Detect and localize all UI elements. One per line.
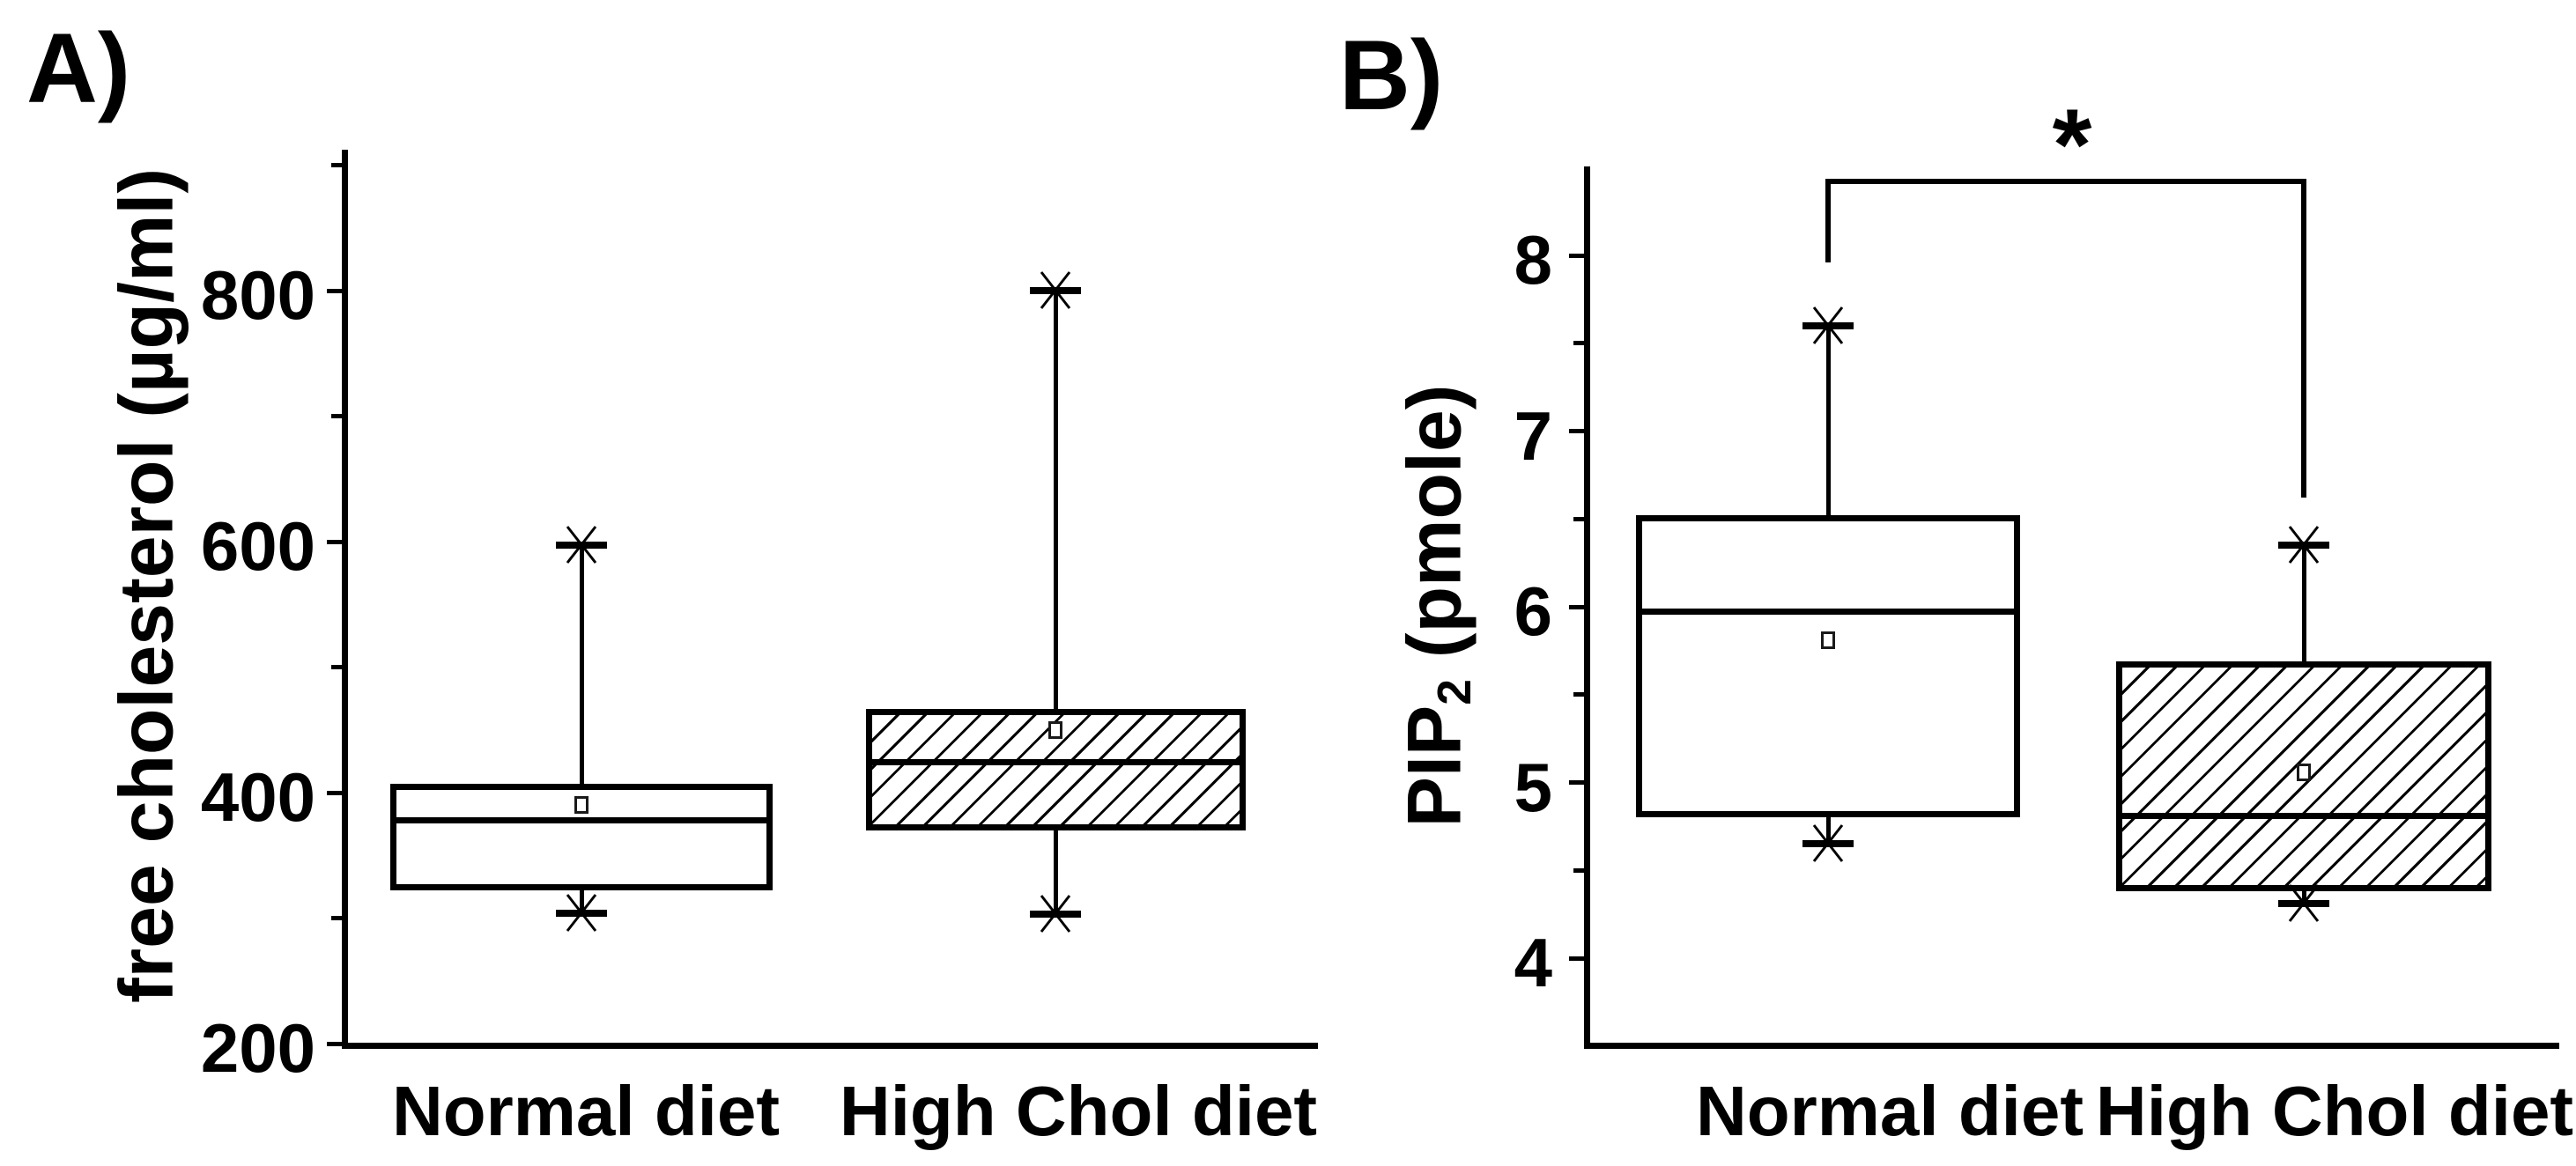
lower-whisker-line	[1825, 817, 1831, 845]
upper-whisker-cap-marker	[556, 526, 607, 565]
y-axis-major-tick	[1568, 956, 1584, 961]
y-axis-tick-label: 800	[200, 256, 315, 334]
y-axis-major-tick	[1568, 429, 1584, 433]
y-axis-minor-tick	[330, 665, 342, 669]
y-axis-major-tick	[1568, 604, 1584, 609]
significance-asterisk: *	[2052, 89, 2092, 202]
x-category-label: Normal diet	[1695, 1072, 2084, 1150]
y-axis-tick-label: 600	[200, 507, 315, 585]
upper-whisker-line	[579, 545, 584, 785]
y-axis-minor-tick	[1573, 341, 1584, 346]
lower-whisker-line	[1053, 830, 1058, 915]
y-axis-line	[341, 150, 348, 1049]
median-line	[866, 759, 1246, 766]
lower-whisker-cap-marker	[2278, 884, 2329, 923]
mean-square-marker	[2297, 763, 2311, 781]
panel-b-y-axis-title-sub: 2	[1429, 679, 1482, 705]
mean-square-marker	[1048, 720, 1062, 739]
y-axis-minor-tick	[1573, 867, 1584, 873]
y-axis-tick-label: 5	[1514, 748, 1552, 826]
upper-whisker-cap-marker	[2278, 526, 2329, 565]
median-line	[2116, 812, 2491, 819]
median-line	[1636, 609, 2020, 616]
panel-a-letter: A)	[26, 13, 131, 123]
lower-whisker-cap-marker	[1802, 824, 1854, 863]
y-axis-minor-tick	[1573, 516, 1584, 521]
y-axis-tick-label: 7	[1514, 396, 1552, 475]
x-axis-line	[341, 1042, 1318, 1049]
panel-b-letter: B)	[1339, 20, 1444, 130]
y-axis-minor-tick	[330, 163, 342, 167]
y-axis-tick-label: 200	[200, 1009, 315, 1087]
mean-square-marker	[1821, 631, 1835, 649]
lower-whisker-cap-marker	[556, 893, 607, 933]
upper-whisker-line	[1053, 291, 1058, 709]
x-category-label: High Chol diet	[2095, 1072, 2574, 1150]
y-axis-major-tick	[326, 288, 342, 293]
y-axis-minor-tick	[330, 916, 342, 920]
box-rect	[1636, 515, 2020, 818]
y-axis-tick-label: 6	[1514, 572, 1552, 650]
y-axis-major-tick	[1568, 780, 1584, 785]
x-category-label: High Chol diet	[839, 1072, 1318, 1150]
y-axis-line	[1583, 166, 1590, 1049]
median-line	[390, 816, 773, 823]
lower-whisker-line	[579, 890, 584, 913]
y-axis-major-tick	[326, 1041, 342, 1046]
y-axis-major-tick	[1568, 253, 1584, 258]
y-axis-tick-label: 400	[200, 758, 315, 836]
y-axis-minor-tick	[330, 414, 342, 418]
y-axis-major-tick	[326, 539, 342, 544]
upper-whisker-line	[1825, 325, 1831, 516]
significance-bracket-bar	[1825, 179, 2306, 185]
y-axis-tick-label: 4	[1514, 924, 1552, 1001]
y-axis-minor-tick	[1573, 692, 1584, 697]
upper-whisker-line	[2301, 545, 2306, 661]
significance-bracket-left-drop	[1825, 179, 1831, 262]
y-axis-tick-label: 8	[1514, 221, 1552, 299]
lower-whisker-line	[2301, 891, 2306, 904]
lower-whisker-cap-marker	[1030, 895, 1081, 934]
significance-bracket-right-drop	[2301, 179, 2306, 498]
upper-whisker-cap-marker	[1802, 306, 1854, 345]
mean-square-marker	[574, 796, 588, 815]
x-category-label: Normal diet	[391, 1072, 781, 1150]
upper-whisker-cap-marker	[1030, 271, 1081, 310]
y-axis-major-tick	[326, 790, 342, 795]
x-axis-line	[1583, 1042, 2559, 1049]
